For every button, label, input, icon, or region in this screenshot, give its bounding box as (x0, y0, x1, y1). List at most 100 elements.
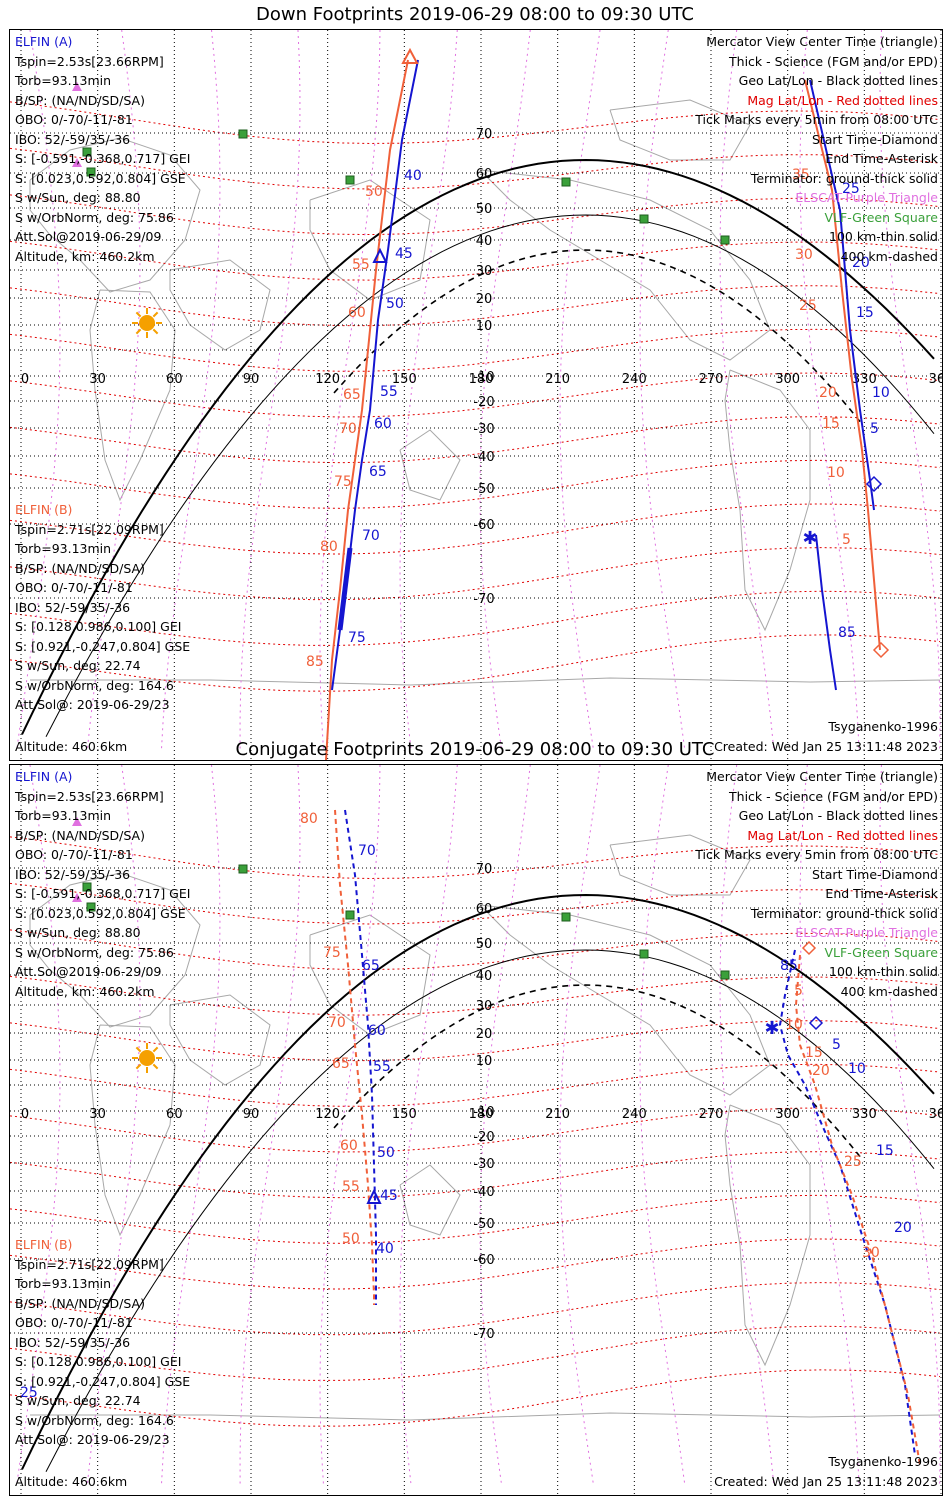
coastline (609, 834, 751, 896)
elfin-b-tick-label: 10 (827, 465, 845, 481)
mag-lon-line (879, 30, 941, 751)
mag-lat-line (10, 1325, 941, 1381)
mag-lon-line (16, 765, 61, 1486)
elfin-a-header: ELFIN (A) (15, 34, 73, 49)
elfin-b-tick-label: 80 (300, 811, 318, 827)
lat-tick-label: 30 (476, 999, 493, 1014)
coastline (309, 179, 431, 301)
elfin-a-info: ELFIN (A) Tspin=2.53s[23.66RPM] Torb=93.… (15, 32, 190, 266)
lat-tick-label: -70 (473, 1327, 494, 1342)
mag-lat-line (10, 147, 941, 190)
mag-lon-line (799, 765, 860, 1486)
elfin-a-line: S w/OrbNorm, deg: 75.86 (15, 209, 174, 225)
mag-lon-line (160, 765, 221, 1486)
legend-item: End Time-Asterisk (825, 886, 938, 901)
elfin-b-line: IBO: 52/-59/35/-36 (15, 1334, 131, 1350)
lat-tick-label: -30 (473, 422, 494, 437)
elfin-b-tick-label: 15 (822, 416, 840, 432)
vlf-square-icon (86, 167, 96, 177)
elfin-a-track (809, 79, 875, 511)
elfin-a-tick-label: 15 (876, 1143, 894, 1159)
elfin-b-tick-label: 65 (332, 1056, 350, 1072)
mag-lon-line (879, 765, 941, 1486)
elfin-a-tick-label: 85 (780, 958, 798, 974)
legend-item: Start Time-Diamond (811, 131, 938, 147)
elfin-b-line: B/SP: (NA/ND/SD/SA) (15, 560, 145, 576)
diamond-marker-icon (808, 1015, 824, 1031)
elfin-a-line: S: [-0.591,-0.368,0.717] GEI (15, 886, 191, 901)
mag-lat-line (10, 1151, 941, 1199)
coastline (479, 904, 771, 1096)
legend-item: Mercator View Center Time (triangle) (706, 769, 938, 784)
mag-lat-line (10, 1020, 941, 1062)
legend-item: Terminator: ground-thick solid (750, 905, 938, 921)
elfin-a-info: ELFIN (A) Tspin=2.53s[23.66RPM] Torb=93.… (15, 767, 190, 1001)
elfin-b-line: S w/OrbNorm, deg: 164.6 (15, 1412, 174, 1428)
vlf-square-icon (345, 175, 355, 185)
mag-lon-line (86, 765, 141, 1486)
vlf-square-icon (82, 147, 92, 157)
elfin-a-science-segment (337, 547, 353, 631)
elfin-a-line: Tspin=2.53s[23.66RPM] (15, 788, 164, 804)
elfin-b-line: OBO: 0/-70/-11/-81 (15, 1315, 133, 1330)
sun-disk (139, 315, 155, 331)
coastline (399, 429, 461, 501)
created-label: Created: Wed Jan 25 13:11:48 2023 (714, 738, 938, 754)
lat-tick-label: -10 (473, 370, 494, 385)
elfin-b-tick-label: 60 (340, 1138, 358, 1154)
mag-lat-line (10, 1194, 941, 1244)
elfin-a-tick-label: 50 (386, 296, 404, 312)
conjugate-footprints-panel: 0306090120150180210240270300330360706050… (9, 764, 943, 1496)
elfin-b-line: Tspin=2.71s[22.09RPM] (15, 1256, 164, 1272)
coastline (89, 289, 176, 502)
sun-ray (152, 328, 159, 335)
elfin-b-tick-label: 60 (348, 305, 366, 321)
down-footprints-map: 0306090120150180210240270300330360706050… (10, 30, 942, 760)
triangle-marker-icon (401, 47, 419, 64)
mag-lon-line (799, 30, 860, 751)
elfin-b-track (334, 809, 375, 1305)
legend: Mercator View Center Time (triangle) Thi… (695, 32, 938, 266)
coastline (30, 677, 941, 686)
mag-lat-line (10, 836, 941, 879)
elfin-b-tick-label: 70 (339, 421, 357, 437)
elfin-b-tick-label: 25 (799, 298, 817, 314)
legend-item: Terminator: ground-thick solid (750, 170, 938, 186)
elfin-a-line: S w/OrbNorm, deg: 75.86 (15, 944, 174, 960)
elfin-b-tick-label: 35 (792, 167, 810, 183)
elfin-a-line: B/SP: (NA/ND/SD/SA) (15, 827, 145, 843)
sun-ray (152, 1046, 159, 1053)
elfin-a-tick-label: 60 (368, 1023, 386, 1039)
mag-lon-line (639, 30, 686, 751)
elfin-a-line: Torb=93.13min (15, 73, 112, 88)
legend-item: Mercator View Center Time (triangle) (706, 34, 938, 49)
model-footer: Tsyganenko-1996 Created: Wed Jan 25 13:1… (714, 1452, 938, 1491)
lat-tick-label: -30 (473, 1157, 494, 1172)
conjugate-footprints-map: 0306090120150180210240270300330360706050… (10, 765, 942, 1495)
lon-tick-label: 360 (929, 1107, 942, 1122)
mag-lon-line (16, 30, 61, 751)
lon-tick-label: 60 (166, 1107, 183, 1122)
elfin-a-tick-label: 60 (374, 416, 392, 432)
panel-2-title: Conjugate Footprints 2019-06-29 08:00 to… (235, 739, 715, 760)
sun-ray (152, 311, 159, 318)
elfin-a-tick-label: 5 (870, 421, 879, 437)
lon-tick-label: 30 (89, 372, 106, 387)
lat-tick-label: -20 (473, 395, 494, 410)
triangle-marker-icon (72, 817, 82, 826)
model-footer: Tsyganenko-1996 Created: Wed Jan 25 13:1… (714, 717, 938, 756)
vlf-square-icon (639, 949, 649, 959)
lon-tick-label: 120 (315, 372, 340, 387)
asterisk-marker-icon: ✱ (764, 1018, 779, 1039)
elfin-a-tick-label: 45 (380, 1188, 398, 1204)
lat-tick-label: -50 (473, 1217, 494, 1232)
elfin-a-tick-label: 5 (832, 1037, 841, 1053)
lon-tick-label: 0 (21, 1107, 29, 1122)
elfin-a-line: B/SP: (NA/ND/SD/SA) (15, 92, 145, 108)
lat-tick-label: 70 (476, 862, 493, 877)
elfin-a-line: S: [-0.591,-0.368,0.717] GEI (15, 151, 191, 166)
lat-tick-label: -70 (473, 592, 494, 607)
elfin-b-tick-label: 5 (842, 532, 851, 548)
mag-lon-line (319, 765, 381, 1486)
mag-lon-line (719, 30, 775, 751)
